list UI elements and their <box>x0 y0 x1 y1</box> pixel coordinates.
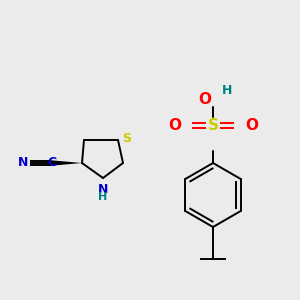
Polygon shape <box>48 160 82 166</box>
Text: O: O <box>198 92 211 106</box>
Text: S: S <box>208 118 218 133</box>
Text: N: N <box>18 157 28 169</box>
Text: O: O <box>245 118 258 133</box>
Text: C: C <box>47 157 56 169</box>
Text: O: O <box>168 118 181 133</box>
Text: N: N <box>98 183 108 196</box>
Text: H: H <box>222 85 232 98</box>
Text: S: S <box>122 131 131 145</box>
Text: H: H <box>98 192 108 202</box>
